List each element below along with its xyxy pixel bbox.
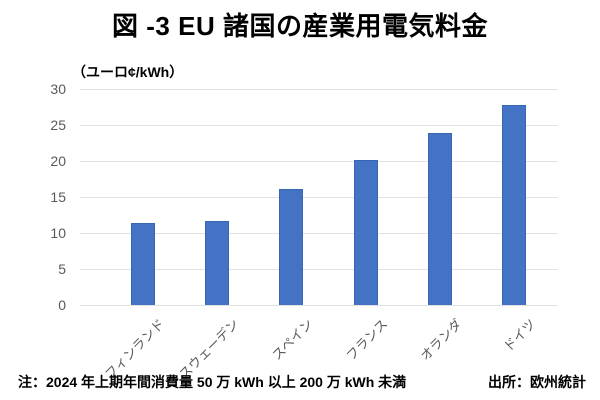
chart-title: 図 -3 EU 諸国の産業用電気料金 bbox=[112, 11, 488, 41]
x-axis-label-3: スペイン bbox=[269, 316, 317, 363]
bar-2 bbox=[205, 221, 230, 305]
bar-slot-1: フィンランド bbox=[102, 89, 180, 382]
y-tick-label-15: 15 bbox=[50, 189, 66, 205]
gridline-y-20 bbox=[80, 160, 558, 162]
gridline-y-15 bbox=[80, 196, 558, 198]
bar-slot-2: スウェーデン bbox=[176, 89, 254, 382]
gridline-y-0 bbox=[80, 304, 558, 306]
bar-series: フィンランド スウェーデン スペイン フランス オランダ ドイツ bbox=[102, 89, 551, 382]
y-tick-label-5: 5 bbox=[58, 261, 66, 277]
bar-1 bbox=[131, 222, 156, 305]
gridline-y-25 bbox=[80, 124, 558, 126]
y-tick-label-25: 25 bbox=[50, 117, 66, 133]
bar-5 bbox=[427, 132, 452, 305]
gridline-y-30 bbox=[80, 88, 558, 90]
y-tick-label-10: 10 bbox=[50, 225, 66, 241]
x-axis-label-5: オランダ bbox=[417, 316, 465, 364]
bar-slot-5: オランダ bbox=[403, 89, 477, 364]
bar-6 bbox=[501, 104, 526, 305]
bar-slot-4: フランス bbox=[329, 89, 403, 363]
x-axis-label-4: フランス bbox=[343, 316, 391, 364]
x-axis-label-6: ドイツ bbox=[500, 316, 539, 355]
bar-3 bbox=[279, 189, 304, 305]
y-tick-label-20: 20 bbox=[50, 153, 66, 169]
gridline-y-10 bbox=[80, 232, 558, 234]
footnote: 注：2024 年上期年間消費量 50 万 kWh 以上 200 万 kWh 未満 bbox=[18, 374, 407, 390]
y-tick-label-30: 30 bbox=[50, 81, 66, 97]
bar-slot-3: スペイン bbox=[254, 89, 328, 363]
plot-area bbox=[80, 88, 558, 306]
gridline-y-5 bbox=[80, 268, 558, 270]
bar-4 bbox=[353, 159, 378, 305]
y-tick-label-0: 0 bbox=[58, 297, 66, 313]
bar-slot-6: ドイツ bbox=[477, 89, 551, 354]
y-axis-unit-label: （ユーロ¢/kWh） bbox=[72, 64, 184, 80]
source-note: 出所：欧州統計 bbox=[488, 374, 586, 390]
